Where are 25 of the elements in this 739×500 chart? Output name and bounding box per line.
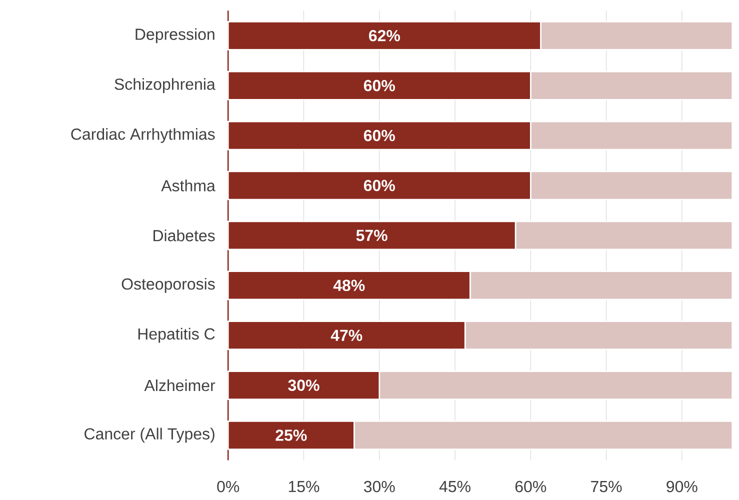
x-tick-label: 60% bbox=[515, 480, 546, 492]
y-tick-label: Schizophrenia bbox=[114, 78, 216, 93]
y-tick-label: Cardiac Arrhythmias bbox=[71, 128, 215, 143]
data-label: 25% bbox=[276, 429, 307, 441]
y-tick-label: Osteoporosis bbox=[122, 278, 215, 293]
data-label: 57% bbox=[356, 230, 388, 241]
x-tick-label: 90% bbox=[666, 480, 698, 492]
y-tick-label: Alzheimer bbox=[144, 379, 216, 392]
x-tick-label: 0% bbox=[217, 480, 240, 492]
data-label: 60% bbox=[364, 80, 395, 92]
data-label: 30% bbox=[288, 380, 320, 391]
y-tick-label: Hepatitis C bbox=[138, 328, 215, 343]
data-label: 62% bbox=[368, 30, 400, 42]
x-tick-label: 30% bbox=[364, 480, 395, 492]
data-label: 60% bbox=[364, 130, 395, 142]
data-label: 47% bbox=[330, 330, 362, 341]
y-tick-label: Depression bbox=[136, 28, 214, 44]
x-tick-label: 45% bbox=[439, 480, 470, 492]
y-tick-label: Cancer (All Types) bbox=[84, 428, 214, 443]
y-tick-label: Asthma bbox=[161, 180, 216, 192]
x-tick-label: 15% bbox=[288, 480, 320, 492]
data-label: 60% bbox=[364, 180, 395, 192]
x-tick-label: 75% bbox=[591, 480, 622, 492]
data-label: 48% bbox=[333, 280, 365, 291]
y-tick-label: Diabetes bbox=[154, 229, 215, 242]
